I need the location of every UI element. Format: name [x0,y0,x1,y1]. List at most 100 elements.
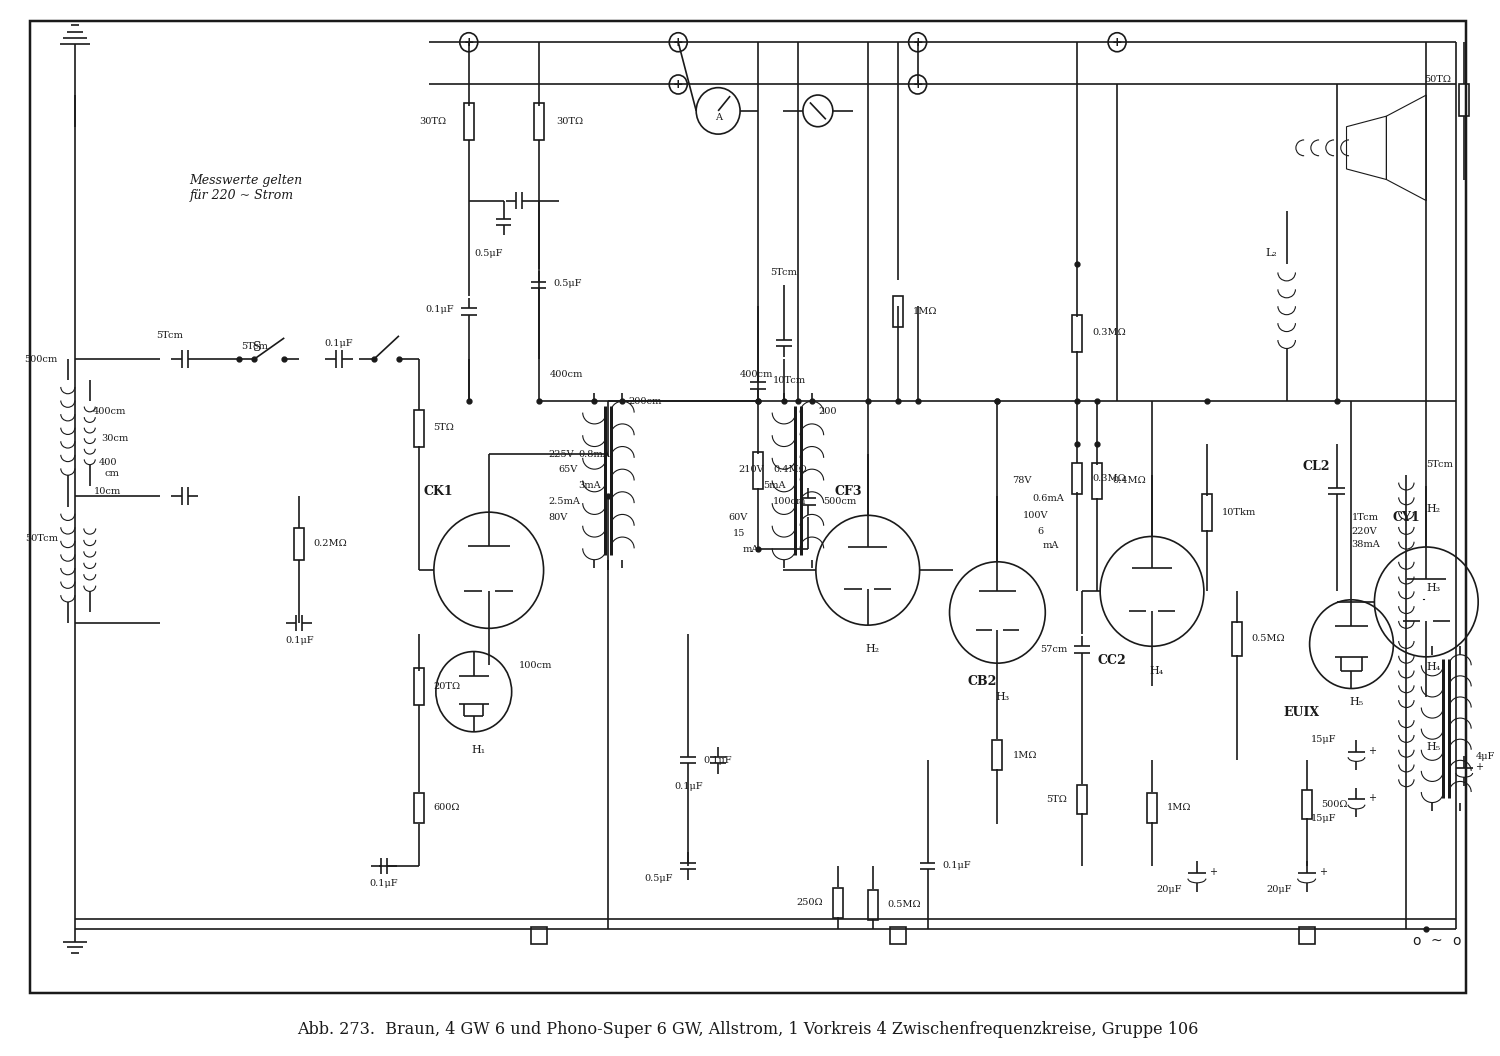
Text: H₂: H₂ [865,644,880,655]
Bar [1299,927,1314,944]
Text: 225V: 225V [549,450,574,458]
Text: 400: 400 [99,458,117,467]
Text: +: + [912,78,922,91]
Text: H₂: H₂ [1426,504,1440,514]
Text: CK1: CK1 [424,485,453,497]
Text: 5Tcm: 5Tcm [771,268,798,277]
Text: 5TΩ: 5TΩ [433,423,454,432]
Text: +: + [912,36,922,49]
Text: 0.1μF: 0.1μF [424,305,454,314]
Text: S: S [254,341,261,354]
Text: 400cm: 400cm [740,371,772,379]
Text: 0.5μF: 0.5μF [554,279,582,287]
Text: H₁: H₁ [471,744,486,755]
Text: 2.5mA: 2.5mA [549,497,580,506]
Text: mA: mA [742,545,759,553]
Bar [753,452,764,489]
Bar [414,793,424,823]
Bar [414,668,424,705]
Text: Messwerte gelten
für 220 ~ Strom: Messwerte gelten für 220 ~ Strom [189,174,303,203]
Text: 0.1μF: 0.1μF [285,637,314,645]
Text: H₃: H₃ [996,692,1010,702]
Text: 500Ω: 500Ω [1322,800,1348,809]
Text: o: o [1452,935,1461,948]
Text: +: + [1476,761,1484,772]
Text: 15μF: 15μF [1311,735,1336,743]
Text: 5Tcm: 5Tcm [1426,460,1454,469]
Text: CC2: CC2 [1098,654,1126,666]
Text: +: + [674,78,684,91]
Bar [993,740,1002,770]
Text: H₅: H₅ [1350,697,1364,708]
Text: cm: cm [105,469,118,477]
Text: +: + [674,36,684,49]
Text: +: + [1112,36,1122,49]
Bar [833,888,843,918]
Text: 200: 200 [818,408,837,416]
Text: +: + [1209,867,1216,878]
Text: 210V: 210V [738,466,764,474]
Text: 10Tcm: 10Tcm [772,376,806,384]
Text: 15μF: 15μF [1311,814,1336,823]
Text: 6: 6 [1038,527,1044,535]
Text: CL2: CL2 [1304,460,1330,473]
Text: 0.5MΩ: 0.5MΩ [1252,635,1286,643]
Text: +: + [464,36,474,49]
Text: 10cm: 10cm [94,487,122,495]
Text: 57cm: 57cm [1040,645,1066,654]
Text: 5Tcm: 5Tcm [156,332,183,340]
Text: 1Tcm: 1Tcm [1352,513,1378,522]
Text: 500cm: 500cm [824,497,856,506]
Text: 0.2MΩ: 0.2MΩ [314,540,346,548]
Bar [1202,494,1212,531]
Text: 20μF: 20μF [1156,885,1182,893]
Text: mA: mA [1042,542,1059,550]
Bar [1302,790,1311,819]
Text: 30TΩ: 30TΩ [420,117,447,126]
Text: ~: ~ [1431,935,1442,948]
Text: H₅: H₅ [1426,741,1440,752]
Text: 0.6mA: 0.6mA [1032,494,1064,503]
Text: 50Tcm: 50Tcm [26,534,58,543]
Text: 0.5μF: 0.5μF [645,874,674,883]
Text: 400cm: 400cm [93,408,126,416]
Text: 30cm: 30cm [100,434,129,442]
Text: +: + [1368,793,1376,804]
Text: 100cm: 100cm [772,497,807,506]
Text: o: o [1412,935,1420,948]
Text: 1MΩ: 1MΩ [912,307,938,316]
Bar [1232,622,1242,656]
Text: CY1: CY1 [1392,511,1420,524]
Text: 80V: 80V [549,513,568,522]
Bar [1460,84,1468,116]
Text: 100cm: 100cm [519,661,552,670]
Text: 0.8mA: 0.8mA [579,450,610,458]
Bar [1077,785,1088,814]
Text: 250Ω: 250Ω [796,899,824,907]
Text: 0.1μF: 0.1μF [326,339,354,347]
Text: 50TΩ: 50TΩ [1424,75,1450,83]
Bar [414,410,424,447]
Text: 5TΩ: 5TΩ [1047,795,1066,804]
Bar [1148,793,1156,823]
Text: CB2: CB2 [968,675,998,687]
Text: 200cm: 200cm [628,397,662,406]
Text: 15: 15 [734,529,746,538]
Text: 400cm: 400cm [550,371,584,379]
Text: +: + [1318,867,1326,878]
Text: 65V: 65V [558,466,578,474]
Text: 0.1μF: 0.1μF [704,756,732,765]
Text: 0.1μF: 0.1μF [369,880,399,888]
Text: H₃: H₃ [1426,583,1440,593]
Text: 60V: 60V [728,513,747,522]
Text: 500cm: 500cm [24,355,58,363]
Text: 5Tcm: 5Tcm [242,341,268,351]
Text: 4μF: 4μF [1476,752,1496,760]
Text: 0.5μF: 0.5μF [474,249,502,258]
Bar [531,927,546,944]
Text: 1MΩ: 1MΩ [1167,804,1191,812]
Text: L₂: L₂ [1264,248,1276,259]
Bar [534,103,543,140]
Text: EUIX: EUIX [1284,706,1320,719]
Text: CF3: CF3 [834,485,861,497]
